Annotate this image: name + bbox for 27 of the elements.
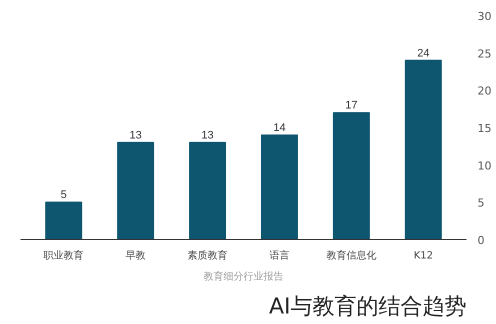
y-tick-label: 5 bbox=[478, 196, 484, 210]
data-label: 13 bbox=[201, 129, 214, 142]
text: AI与教育的结合趋势 bbox=[268, 294, 467, 320]
x-tick-label: K12 bbox=[414, 250, 433, 262]
y-tick-label: 30 bbox=[478, 10, 492, 23]
x-tick-label: 语言 bbox=[269, 250, 290, 262]
data-label: 5 bbox=[60, 189, 67, 202]
x-tick-label: 教育信息化 bbox=[326, 250, 376, 262]
data-label: 17 bbox=[345, 100, 358, 112]
bar bbox=[332, 112, 370, 240]
bar bbox=[404, 60, 442, 240]
x-tick-label: 职业教育 bbox=[44, 250, 84, 262]
text: 教育细分行业报告 bbox=[204, 270, 284, 282]
y-tick-label: 15 bbox=[478, 122, 492, 135]
bar bbox=[260, 134, 298, 240]
y-tick-label: 20 bbox=[478, 84, 492, 98]
data-label: 24 bbox=[417, 47, 430, 60]
data-label: 13 bbox=[129, 129, 142, 142]
bar bbox=[45, 202, 82, 240]
y-tick-label: 25 bbox=[478, 47, 492, 60]
y-tick-label: 0 bbox=[478, 234, 484, 247]
bar bbox=[189, 142, 226, 240]
x-tick-label: 早教 bbox=[126, 250, 146, 262]
x-tick-label: 素质教育 bbox=[188, 250, 228, 262]
bar bbox=[117, 142, 154, 240]
data-label: 14 bbox=[273, 122, 286, 134]
y-tick-label: 10 bbox=[478, 159, 492, 172]
